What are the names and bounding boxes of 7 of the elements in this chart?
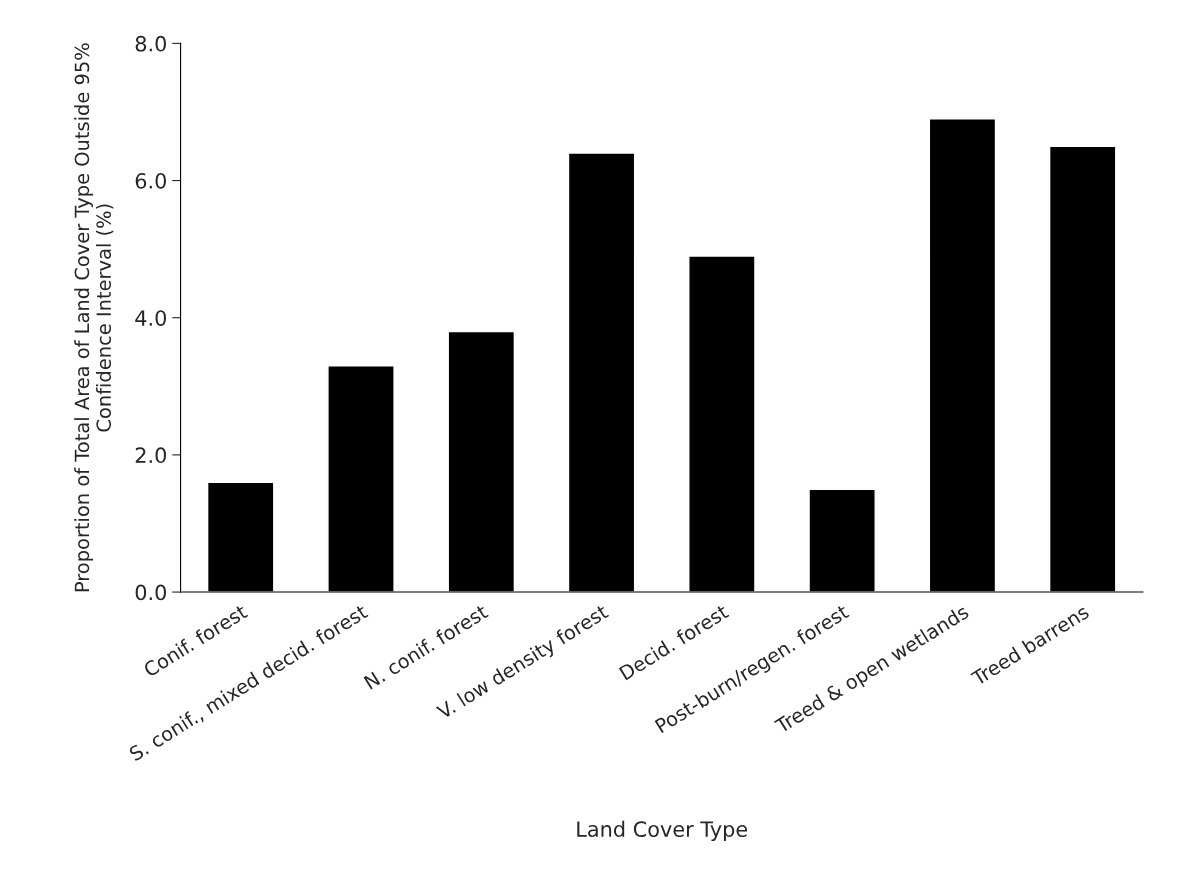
x-axis-title: Land Cover Type bbox=[577, 820, 748, 842]
y-tick-label: 0.0 bbox=[135, 584, 166, 601]
y-tick-label: 6.0 bbox=[135, 172, 166, 189]
y-axis-title: Proportion of Total Area of Land Cover Type Outside 95% Confidence Interval (%) bbox=[74, 43, 114, 592]
y-tick-label: 2.0 bbox=[135, 447, 166, 464]
y-tick-label: 8.0 bbox=[135, 35, 166, 52]
y-tick-label: 4.0 bbox=[135, 310, 166, 326]
